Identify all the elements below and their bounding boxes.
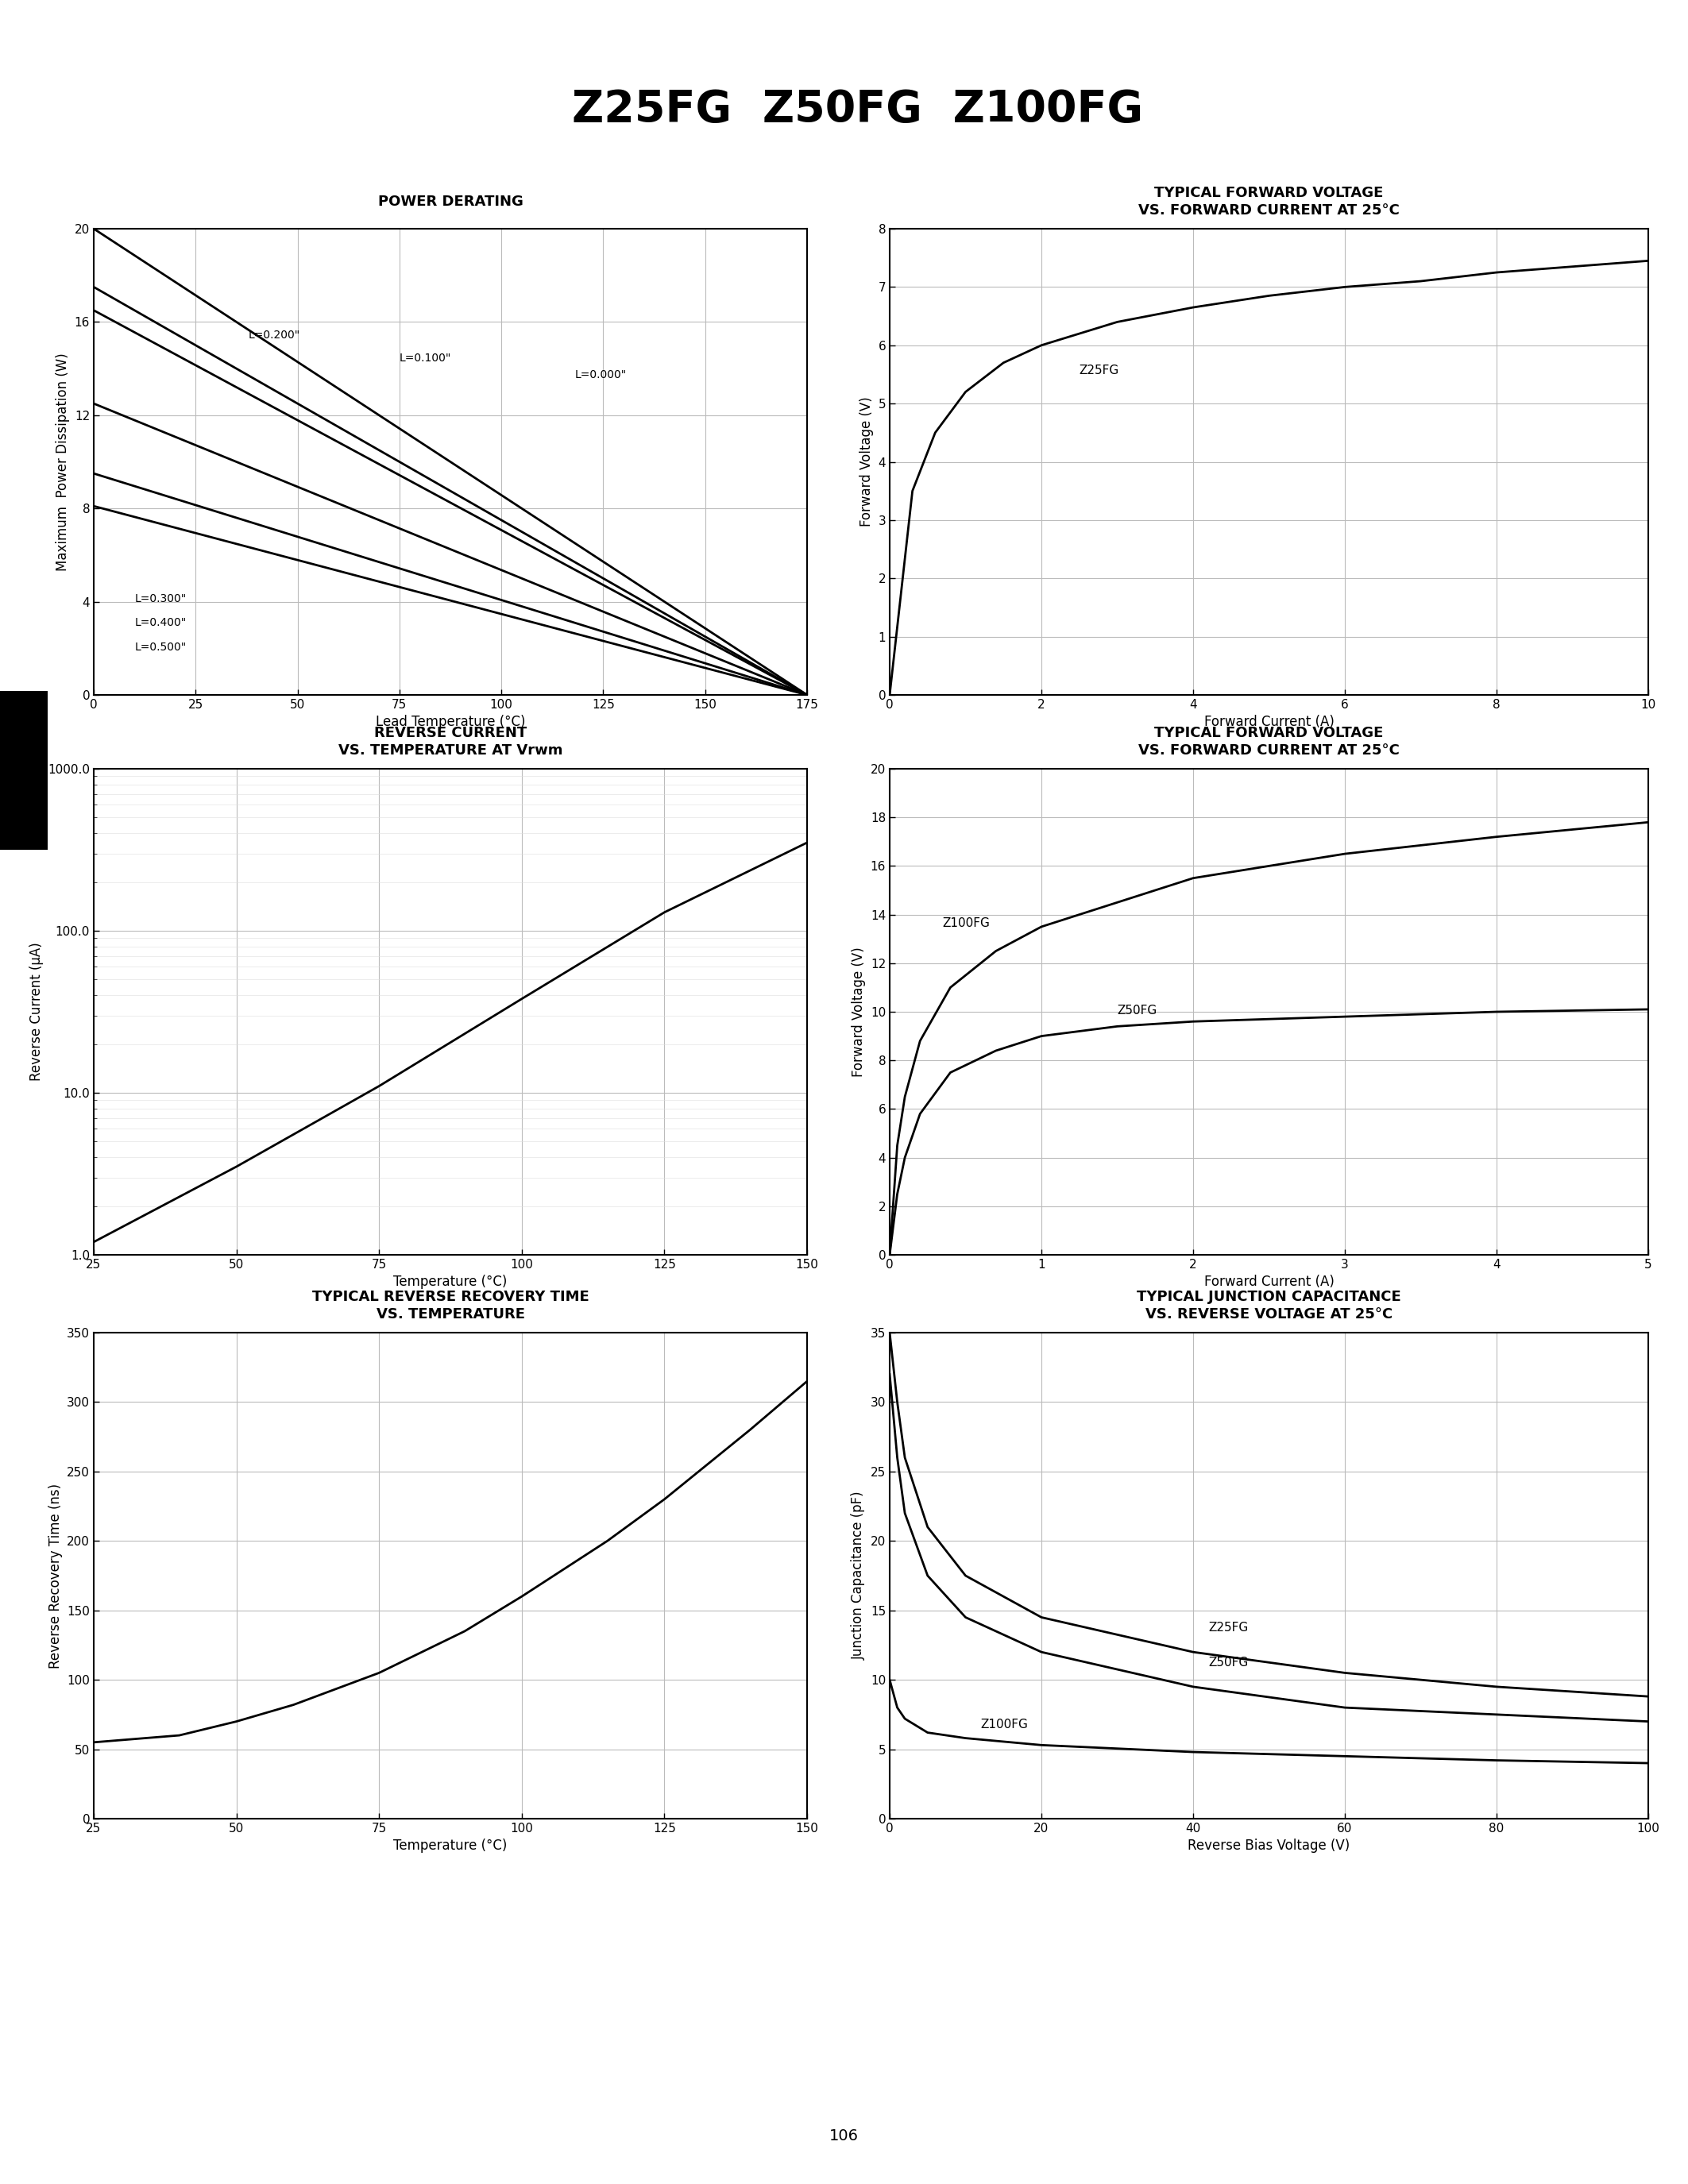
Text: L=0.100": L=0.100" — [400, 354, 451, 365]
Text: Z50FG: Z50FG — [1117, 1005, 1158, 1016]
X-axis label: Forward Current (A): Forward Current (A) — [1204, 1275, 1334, 1289]
Text: L=0.300": L=0.300" — [135, 592, 186, 605]
Text: POWER DERATING: POWER DERATING — [378, 194, 523, 210]
Y-axis label: Forward Voltage (V): Forward Voltage (V) — [859, 397, 874, 526]
Text: Z100FG: Z100FG — [981, 1719, 1028, 1730]
Text: L=0.500": L=0.500" — [135, 642, 186, 653]
Text: Z50FG: Z50FG — [1209, 1655, 1247, 1669]
Y-axis label: Reverse Recovery Time (ns): Reverse Recovery Time (ns) — [49, 1483, 62, 1669]
Y-axis label: Junction Capacitance (pF): Junction Capacitance (pF) — [852, 1492, 866, 1660]
Text: L=0.200": L=0.200" — [248, 330, 300, 341]
Text: Z25FG: Z25FG — [1209, 1623, 1247, 1634]
Text: TYPICAL FORWARD VOLTAGE
VS. FORWARD CURRENT AT 25°C: TYPICAL FORWARD VOLTAGE VS. FORWARD CURR… — [1138, 725, 1399, 758]
Y-axis label: Maximum  Power Dissipation (W): Maximum Power Dissipation (W) — [56, 354, 71, 570]
Text: TYPICAL JUNCTION CAPACITANCE
VS. REVERSE VOLTAGE AT 25°C: TYPICAL JUNCTION CAPACITANCE VS. REVERSE… — [1136, 1291, 1401, 1321]
Text: Z100FG: Z100FG — [944, 917, 991, 928]
Text: 106: 106 — [829, 2129, 859, 2143]
X-axis label: Forward Current (A): Forward Current (A) — [1204, 714, 1334, 729]
Text: Z25FG: Z25FG — [1079, 365, 1119, 378]
Text: L=0.400": L=0.400" — [135, 618, 186, 629]
Text: TYPICAL FORWARD VOLTAGE
VS. FORWARD CURRENT AT 25°C: TYPICAL FORWARD VOLTAGE VS. FORWARD CURR… — [1138, 186, 1399, 218]
X-axis label: Temperature (°C): Temperature (°C) — [393, 1275, 508, 1289]
Text: Z25FG  Z50FG  Z100FG: Z25FG Z50FG Z100FG — [572, 90, 1143, 131]
Y-axis label: Forward Voltage (V): Forward Voltage (V) — [852, 948, 866, 1077]
Text: REVERSE CURRENT
VS. TEMPERATURE AT Vrwm: REVERSE CURRENT VS. TEMPERATURE AT Vrwm — [338, 725, 562, 758]
Y-axis label: Reverse Current (µA): Reverse Current (µA) — [29, 943, 44, 1081]
Text: L=0.000": L=0.000" — [574, 369, 626, 380]
X-axis label: Temperature (°C): Temperature (°C) — [393, 1839, 508, 1854]
Text: TYPICAL REVERSE RECOVERY TIME
VS. TEMPERATURE: TYPICAL REVERSE RECOVERY TIME VS. TEMPER… — [312, 1291, 589, 1321]
X-axis label: Reverse Bias Voltage (V): Reverse Bias Voltage (V) — [1188, 1839, 1350, 1854]
X-axis label: Lead Temperature (°C): Lead Temperature (°C) — [375, 714, 525, 729]
